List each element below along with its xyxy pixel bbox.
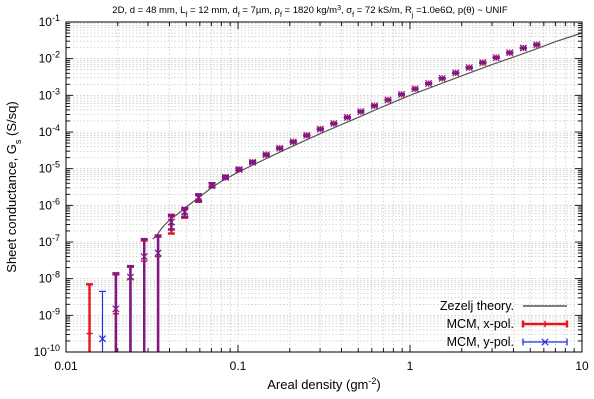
point-marker: [221, 173, 230, 181]
point-marker: [289, 138, 297, 146]
point-marker: [248, 158, 257, 166]
y-tick-label: 10-10: [34, 343, 60, 359]
y-tick-label: 10-1: [39, 13, 60, 29]
y-tick-label: 10-5: [39, 160, 60, 176]
axis-ticks: [65, 21, 583, 353]
y-tick-label: 10-4: [39, 123, 60, 139]
y-tick-label: 10-8: [39, 270, 60, 286]
point-marker: [541, 338, 549, 346]
x-tick-labels: 0.01 0.1 1 10: [54, 359, 589, 373]
y-tick-label: 10-2: [39, 50, 60, 66]
y-tick-label: 10-3: [39, 86, 60, 102]
point-marker: [506, 49, 514, 57]
chart-title: 2D, d = 48 mm, Lf = 12 mm, df = 7µm, ρf …: [112, 5, 508, 19]
point-marker: [411, 85, 419, 93]
y-tick-labels: 10-10 10-9 10-8 10-7 10-6 10-5 10-4 10-3 10-2 10-…: [34, 13, 60, 359]
series-y-pol: [98, 41, 541, 352]
theory-curve: [152, 32, 583, 240]
point-marker: [397, 90, 406, 99]
x-tick-label: 0.1: [230, 359, 247, 373]
data-series: [86, 41, 541, 352]
point-marker: [316, 125, 324, 133]
point-marker: [424, 79, 433, 88]
point-marker: [154, 249, 162, 257]
x-tick-label: 1: [407, 359, 414, 373]
point-marker: [533, 41, 541, 49]
point-marker: [343, 113, 352, 122]
point-marker: [452, 69, 460, 77]
y-tick-label: 10-9: [39, 306, 60, 322]
legend-label: MCM, y-pol.: [447, 335, 514, 349]
legend-label: Zezelj theory.: [440, 299, 514, 313]
point-marker: [384, 96, 392, 104]
x-tick-label: 0.01: [54, 359, 78, 373]
point-marker: [438, 74, 446, 83]
point-marker: [303, 131, 311, 139]
legend-label: MCM, x-pol.: [447, 317, 514, 331]
point-marker: [276, 144, 284, 152]
point-marker: [235, 165, 243, 174]
point-marker: [465, 63, 473, 72]
theory-line: [152, 32, 583, 240]
point-marker: [167, 218, 176, 226]
x-tick-label: 10: [575, 359, 589, 373]
plot-frame: [65, 21, 583, 353]
grid: [66, 22, 582, 352]
point-marker: [140, 252, 148, 261]
point-marker: [479, 58, 487, 67]
point-marker: [208, 181, 216, 190]
x-axis-label: Areal density (gm-2): [267, 376, 381, 392]
point-marker: [519, 44, 527, 52]
y-tick-label: 10-6: [39, 196, 60, 212]
point-marker: [262, 151, 270, 159]
point-marker: [194, 194, 203, 202]
y-axis-label: Sheet conductance, Gs (S/sq): [4, 101, 23, 272]
point-marker: [112, 305, 120, 313]
point-marker: [98, 335, 107, 343]
point-marker: [492, 53, 500, 62]
point-marker: [181, 208, 189, 216]
point-marker: [357, 107, 365, 116]
legend: Zezelj theory. MCM, x-pol. MCM, y-pol.: [440, 299, 569, 349]
point-marker: [330, 119, 338, 128]
point-marker: [370, 102, 379, 110]
point-marker: [126, 273, 135, 281]
y-tick-label: 10-7: [39, 233, 60, 249]
